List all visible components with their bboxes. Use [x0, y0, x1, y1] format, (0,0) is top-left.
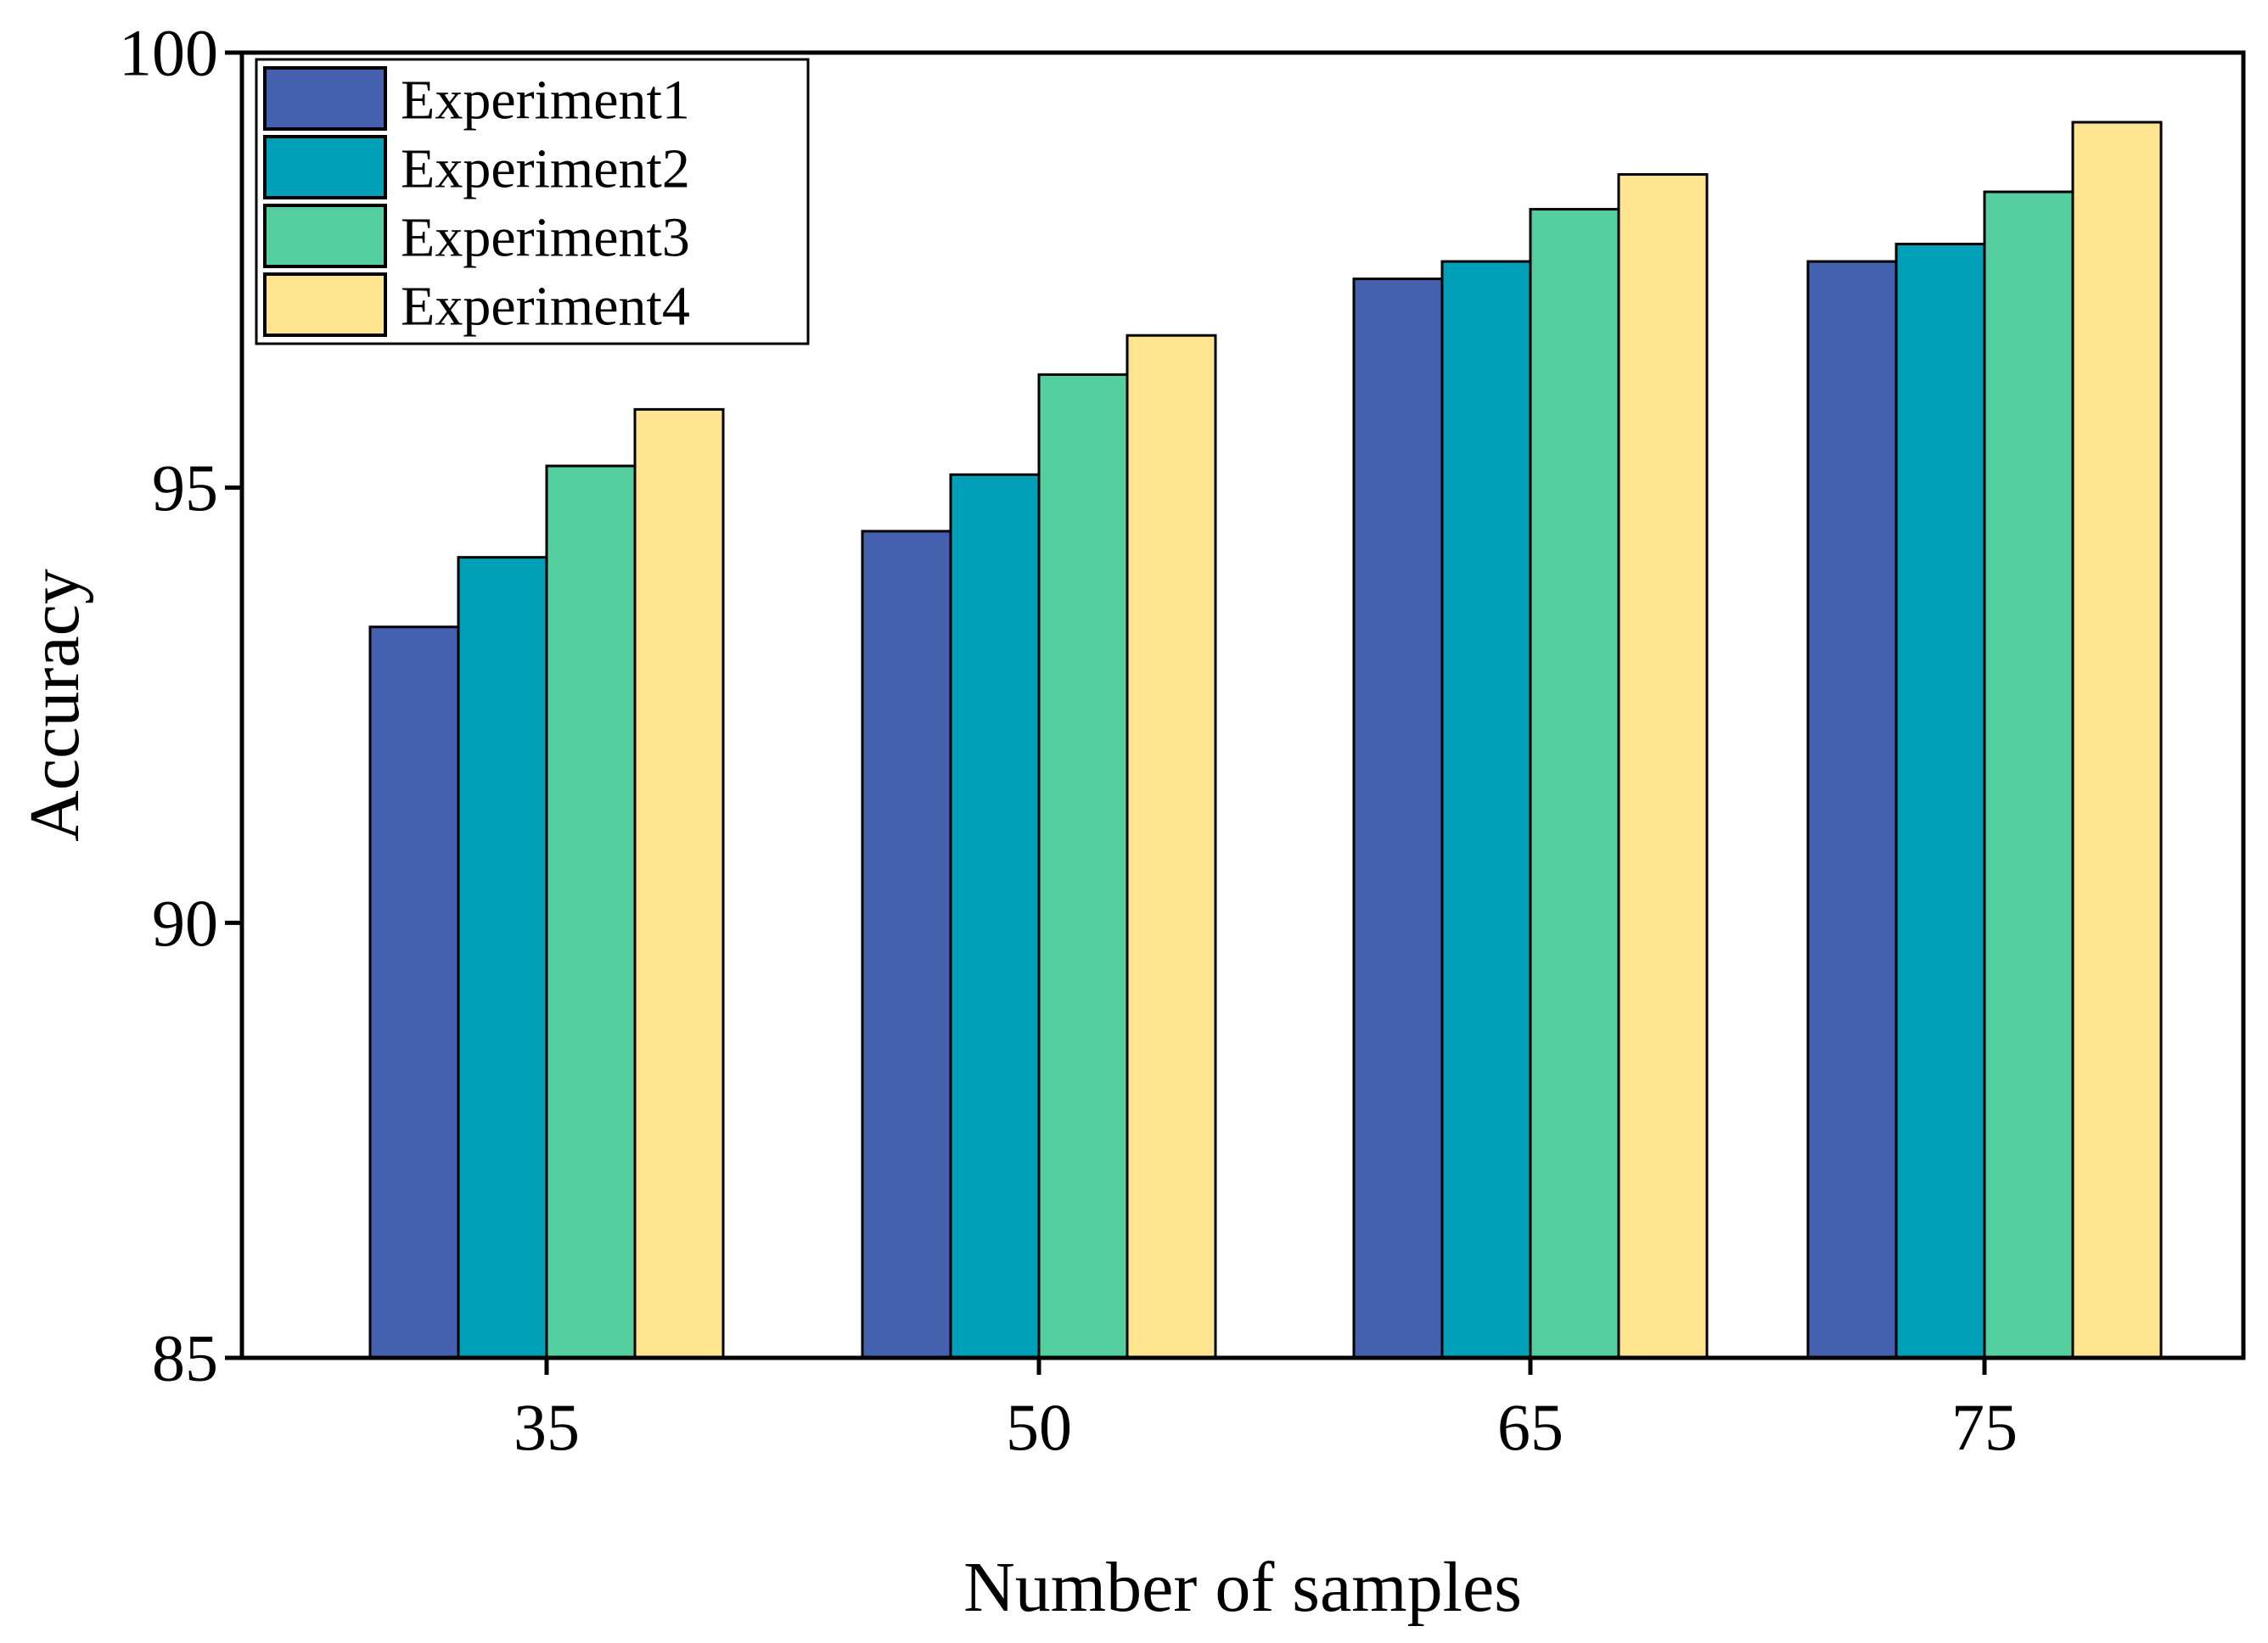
- bar-experiment1-65: [1352, 278, 1444, 1360]
- bars-layer: [368, 121, 2163, 1360]
- y-tick-label: 95: [152, 451, 218, 524]
- bar-experiment4-35: [633, 407, 725, 1360]
- bar-experiment2-50: [949, 473, 1041, 1360]
- bar-experiment1-50: [861, 530, 952, 1360]
- x-tick-label: 65: [1497, 1390, 1563, 1464]
- legend-label-experiment4: Experiment4: [401, 276, 690, 338]
- y-axis: 85 90 95 100: [119, 16, 242, 1395]
- x-tick-label: 75: [1951, 1390, 2018, 1464]
- x-tick-label: 50: [1006, 1390, 1072, 1464]
- legend-swatch-experiment4: [263, 272, 387, 337]
- y-tick-label: 100: [119, 16, 218, 90]
- x-axis-title: Number of samples: [963, 1548, 1522, 1627]
- x-tick-label: 35: [514, 1390, 580, 1464]
- y-tick-label: 85: [152, 1321, 218, 1395]
- bar-experiment4-65: [1617, 173, 1709, 1360]
- legend-label-experiment2: Experiment2: [401, 138, 690, 200]
- y-tick-label: 90: [152, 886, 218, 960]
- bar-experiment2-65: [1440, 260, 1532, 1360]
- bar-experiment1-35: [368, 625, 460, 1360]
- bar-experiment4-50: [1126, 334, 1217, 1360]
- legend-swatch-experiment3: [263, 204, 387, 268]
- bar-experiment4-75: [2071, 121, 2163, 1360]
- legend-swatch-experiment2: [263, 135, 387, 199]
- bar-experiment3-50: [1037, 373, 1129, 1360]
- bar-experiment3-35: [545, 464, 637, 1360]
- y-axis-title: Accuracy: [15, 569, 94, 842]
- bar-experiment3-75: [1983, 190, 2074, 1360]
- legend-swatch-experiment1: [263, 66, 387, 131]
- x-axis: 35 50 65 75: [514, 1358, 2018, 1464]
- legend-label-experiment1: Experiment1: [401, 70, 690, 132]
- plot-area-frame: [239, 50, 2246, 1360]
- bar-experiment2-35: [457, 556, 548, 1360]
- bar-experiment1-75: [1806, 260, 1898, 1360]
- legend-label-experiment3: Experiment3: [401, 207, 690, 269]
- bar-experiment3-65: [1529, 208, 1620, 1360]
- bar-experiment2-75: [1895, 243, 1986, 1360]
